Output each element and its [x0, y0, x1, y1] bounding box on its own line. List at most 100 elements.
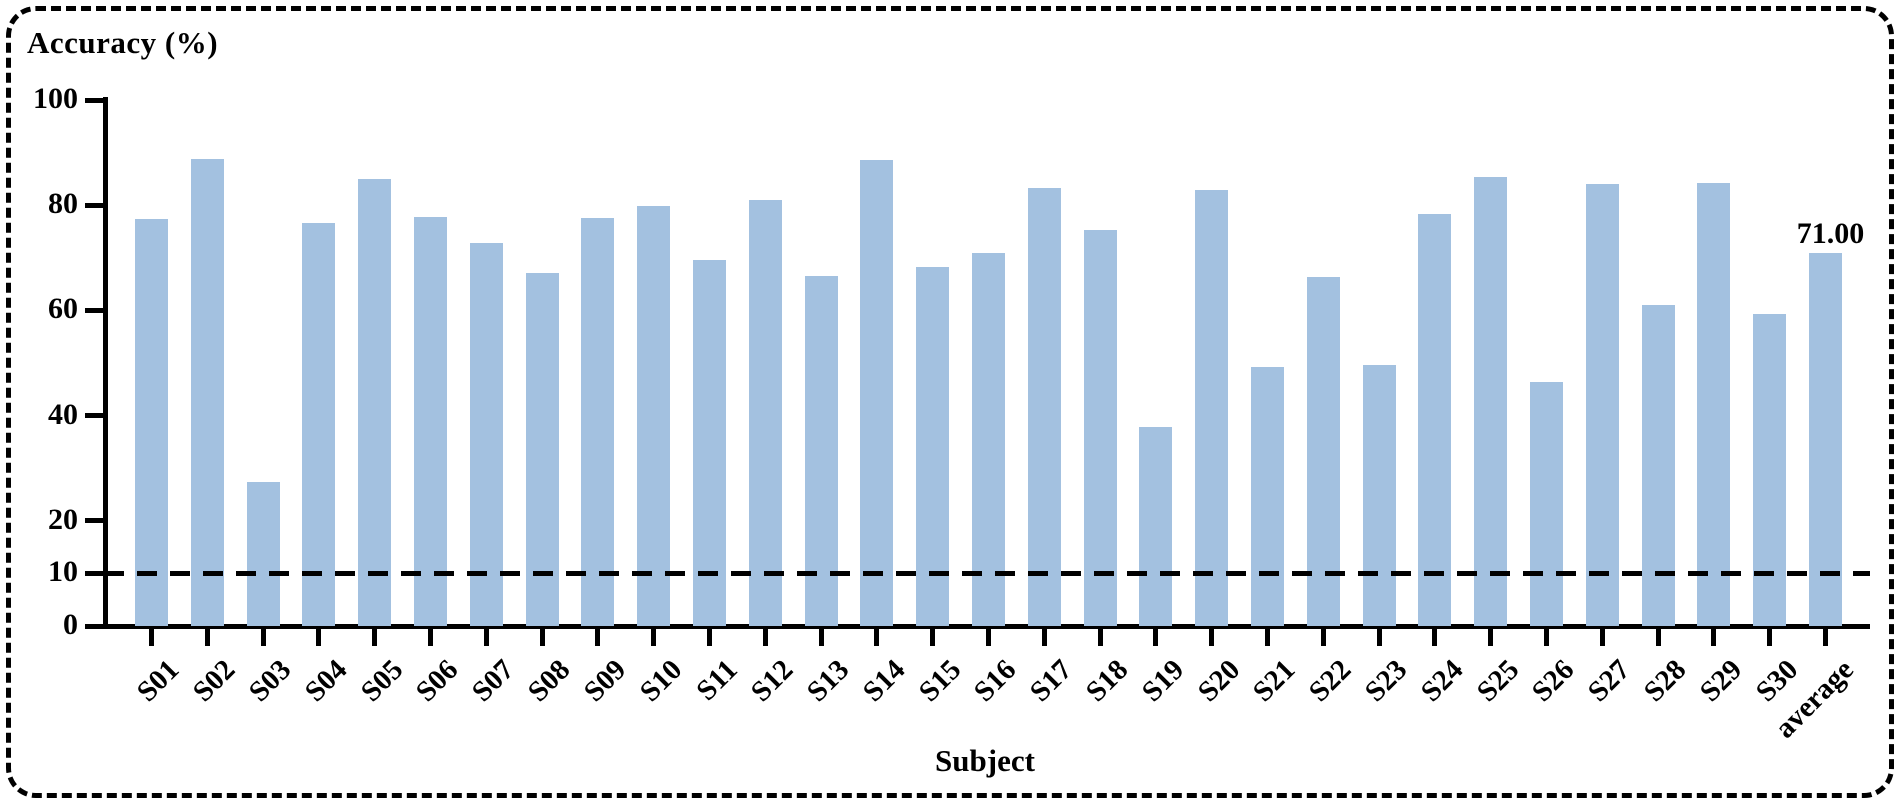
y-axis-line: [103, 97, 108, 629]
y-tick-label: 0: [63, 607, 78, 641]
average-value-label: 71.00: [1796, 216, 1865, 250]
y-tick-label: 40: [48, 397, 78, 431]
x-tick-mark: [1711, 629, 1717, 646]
chart-title: Accuracy (%): [27, 25, 219, 60]
y-tick-mark: [85, 307, 103, 313]
x-tick-mark: [1153, 629, 1159, 646]
bar-S07: [469, 242, 503, 626]
x-tick-label-S29: S29: [1693, 653, 1749, 709]
x-tick-mark: [1767, 629, 1773, 646]
x-tick-label-S09: S09: [577, 653, 633, 709]
bar-S04: [302, 223, 336, 626]
bar-S29: [1697, 182, 1731, 626]
bar-S26: [1530, 382, 1563, 626]
y-tick-mark: [85, 202, 103, 208]
bar-S03: [246, 482, 280, 626]
bar-S11: [693, 259, 726, 626]
x-tick-label-S07: S07: [465, 653, 521, 709]
bar-S05: [358, 179, 392, 626]
y-tick-label: 20: [48, 502, 78, 536]
bar-S18: [1083, 230, 1117, 626]
bar-S19: [1139, 426, 1173, 626]
x-tick-label-S15: S15: [912, 653, 967, 709]
y-tick-label: 80: [48, 186, 78, 220]
x-tick-mark: [149, 629, 154, 646]
x-tick-mark: [1376, 629, 1382, 646]
x-tick-mark: [483, 629, 489, 646]
x-tick-label-S06: S06: [410, 653, 465, 709]
x-tick-mark: [651, 629, 657, 646]
x-tick-label-S22: S22: [1302, 653, 1358, 709]
x-tick-mark: [1209, 629, 1215, 646]
x-axis-title: Subject: [935, 743, 1035, 778]
y-tick-mark: [85, 413, 103, 419]
x-tick-mark: [428, 629, 433, 646]
x-tick-mark: [874, 629, 880, 646]
x-tick-mark: [1432, 629, 1438, 646]
bar-average: [1809, 252, 1842, 626]
y-tick-mark: [85, 518, 103, 524]
x-tick-mark: [1655, 629, 1661, 646]
x-tick-label-S13: S13: [800, 653, 856, 709]
x-tick-label-S21: S21: [1247, 653, 1302, 709]
x-tick-mark: [316, 629, 322, 646]
x-tick-mark: [1823, 629, 1828, 646]
bar-S28: [1641, 305, 1675, 626]
y-tick-label: 10: [48, 555, 78, 589]
x-tick-label-S17: S17: [1023, 653, 1079, 709]
bar-S24: [1418, 214, 1452, 626]
x-tick-label-S28: S28: [1637, 653, 1693, 709]
bar-S10: [637, 205, 671, 626]
x-tick-label-S02: S02: [186, 653, 242, 709]
bar-S21: [1251, 366, 1284, 626]
bar-S22: [1306, 277, 1340, 626]
x-axis-line: [103, 624, 1870, 629]
x-tick-mark: [818, 629, 824, 646]
x-tick-label-S25: S25: [1470, 653, 1525, 709]
y-tick-mark: [85, 97, 103, 103]
bar-S14: [860, 160, 894, 626]
x-tick-label-S01: S01: [131, 653, 186, 709]
bar-S08: [525, 272, 559, 626]
x-tick-label-S04: S04: [298, 653, 354, 709]
x-tick-mark: [539, 629, 545, 646]
x-tick-label-S27: S27: [1581, 653, 1637, 709]
x-tick-label-S11: S11: [690, 653, 744, 707]
bar-S20: [1195, 190, 1229, 626]
x-tick-label-S14: S14: [856, 653, 912, 709]
x-tick-mark: [930, 629, 936, 646]
x-tick-label-S26: S26: [1526, 653, 1581, 709]
x-tick-label-S23: S23: [1358, 653, 1414, 709]
bar-S15: [916, 266, 950, 626]
x-tick-mark: [1488, 629, 1494, 646]
bar-S25: [1474, 177, 1508, 626]
x-tick-mark: [707, 629, 712, 646]
x-tick-mark: [260, 629, 266, 646]
x-tick-label-S05: S05: [354, 653, 409, 709]
x-tick-label-S12: S12: [744, 653, 800, 709]
x-tick-mark: [1544, 629, 1549, 646]
x-tick-mark: [762, 629, 768, 646]
x-tick-label-S20: S20: [1191, 653, 1246, 709]
x-tick-mark: [595, 629, 601, 646]
x-tick-label-S18: S18: [1079, 653, 1135, 709]
bar-S27: [1585, 183, 1619, 626]
x-tick-mark: [1265, 629, 1270, 646]
x-tick-label-S08: S08: [521, 653, 577, 709]
bar-S09: [581, 217, 615, 626]
bar-S17: [1027, 188, 1061, 626]
bar-S01: [135, 218, 168, 626]
x-tick-mark: [204, 629, 210, 646]
x-tick-label-S03: S03: [242, 653, 298, 709]
bar-S12: [748, 199, 782, 626]
bar-S06: [414, 216, 447, 626]
x-tick-label-S16: S16: [968, 653, 1023, 709]
x-tick-mark: [372, 629, 378, 646]
y-tick-mark: [85, 570, 103, 576]
y-tick-label: 100: [33, 81, 78, 115]
y-tick-mark: [85, 623, 103, 629]
x-tick-mark: [1320, 629, 1326, 646]
x-tick-label-S19: S19: [1135, 653, 1191, 709]
x-tick-mark: [1041, 629, 1047, 646]
bar-S23: [1362, 365, 1396, 626]
